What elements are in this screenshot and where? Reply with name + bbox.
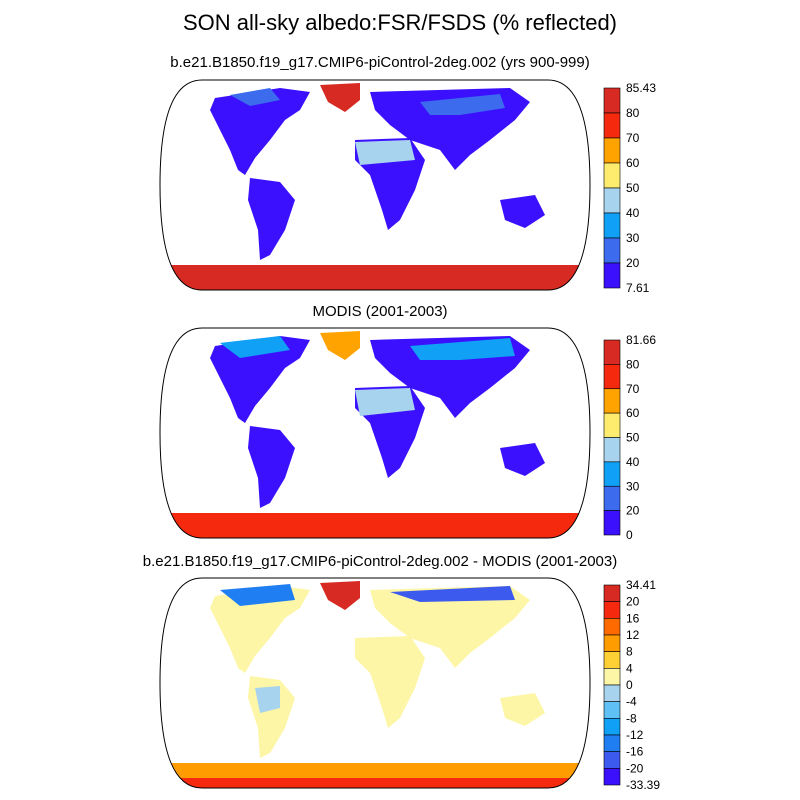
colorbar-label: 12 xyxy=(626,628,640,642)
colorbar-swatch xyxy=(603,187,621,214)
colorbar-label: 40 xyxy=(626,455,640,469)
colorbar-swatch xyxy=(603,437,621,463)
colorbar-label: 7.61 xyxy=(626,281,650,295)
colorbar-swatch xyxy=(603,684,621,702)
colorbar-label: 30 xyxy=(626,479,640,493)
land-cells-obs xyxy=(160,331,590,538)
colorbar-swatch xyxy=(603,461,621,487)
colorbar-swatch xyxy=(603,162,621,189)
colorbar-swatch xyxy=(603,701,621,719)
colorbar-label: 70 xyxy=(626,131,640,145)
colorbar-obs: 81.66 80 70 60 50 40 30 20 0 xyxy=(603,333,656,542)
colorbar-label: 40 xyxy=(626,206,640,220)
colorbar-model: 85.43 80 70 60 50 40 30 20 7.61 xyxy=(603,81,656,295)
colorbar-label: 60 xyxy=(626,406,640,420)
map-diff xyxy=(159,577,591,789)
colorbar-swatch xyxy=(603,734,621,752)
colorbar-swatch xyxy=(603,485,621,511)
figure-title: SON all-sky albedo:FSR/FSDS (% reflected… xyxy=(182,10,618,35)
colorbar-swatch xyxy=(603,388,621,414)
colorbar-swatch xyxy=(603,634,621,652)
colorbar-label: 4 xyxy=(626,661,633,675)
colorbar-label: 20 xyxy=(626,256,640,270)
colorbar-label: -20 xyxy=(626,761,644,775)
land-cells-model xyxy=(160,83,590,290)
colorbar-swatch xyxy=(603,364,621,390)
colorbar-label: 50 xyxy=(626,181,640,195)
colorbar-label: -8 xyxy=(626,711,637,725)
panel-title-model: b.e21.B1850.f19_g17.CMIP6-piControl-2deg… xyxy=(170,54,590,71)
panel-title-obs: MODIS (2001-2003) xyxy=(312,303,448,320)
panel-title-diff: b.e21.B1850.f19_g17.CMIP6-piControl-2deg… xyxy=(142,553,618,570)
colorbar-label: 8 xyxy=(626,645,633,659)
colorbar-label: -16 xyxy=(626,745,644,759)
colorbar-swatch xyxy=(603,584,621,602)
colorbar-swatch xyxy=(603,768,621,786)
colorbar-label: 0 xyxy=(626,678,633,692)
colorbar-label: 70 xyxy=(626,382,640,396)
colorbar-swatch xyxy=(603,339,621,365)
colorbar-label: 80 xyxy=(626,106,640,120)
colorbar-swatch xyxy=(603,718,621,736)
colorbar-swatch xyxy=(603,87,621,114)
colorbar-swatch xyxy=(603,618,621,636)
colorbar-diff: 34.41 20 16 12 8 4 0 -4 -8 -12 -16 -20 -33.39 xyxy=(603,578,660,792)
colorbar-swatch xyxy=(603,212,621,239)
map-obs xyxy=(159,327,591,539)
colorbar-swatch xyxy=(603,412,621,438)
colorbar-label: 85.43 xyxy=(626,81,656,95)
colorbar-label: 30 xyxy=(626,231,640,245)
colorbar-label: -12 xyxy=(626,728,644,742)
colorbar-label: 80 xyxy=(626,357,640,371)
colorbar-swatch xyxy=(603,510,621,536)
colorbar-swatch xyxy=(603,137,621,164)
colorbar-swatch xyxy=(603,601,621,619)
colorbar-label: -4 xyxy=(626,695,637,709)
colorbar-label: 81.66 xyxy=(626,333,656,347)
colorbar-label: 0 xyxy=(626,528,633,542)
colorbar-swatch xyxy=(603,112,621,139)
colorbar-swatch xyxy=(603,751,621,769)
colorbar-swatch xyxy=(603,668,621,686)
colorbar-label: 60 xyxy=(626,156,640,170)
colorbar-label: 34.41 xyxy=(626,578,656,592)
colorbar-label: 16 xyxy=(626,611,640,625)
colorbar-label: 20 xyxy=(626,595,640,609)
colorbar-swatch xyxy=(603,237,621,264)
colorbar-label: -33.39 xyxy=(626,778,660,792)
colorbar-swatch xyxy=(603,262,621,289)
colorbar-label: 20 xyxy=(626,504,640,518)
colorbar-swatch xyxy=(603,651,621,669)
land-cells-diff xyxy=(160,581,590,788)
map-model xyxy=(159,79,591,291)
colorbar-label: 50 xyxy=(626,431,640,445)
